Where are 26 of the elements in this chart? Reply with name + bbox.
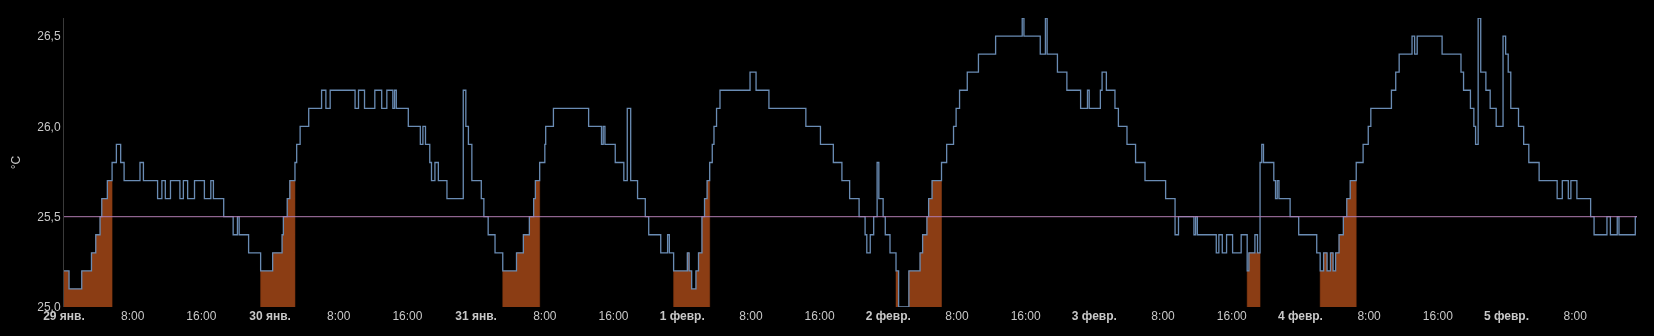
x-tick-label: 16:00 bbox=[1422, 309, 1454, 323]
x-tick-label: 8:00 bbox=[739, 309, 763, 323]
x-tick-label: 4 февр. bbox=[1277, 309, 1323, 323]
y-tick-label: 26,0 bbox=[37, 119, 61, 134]
x-tick-label: 1 февр. bbox=[659, 309, 705, 323]
x-tick-label: 16:00 bbox=[1010, 309, 1041, 323]
x-tick-label: 16:00 bbox=[598, 309, 629, 323]
y-tick-label: 26,5 bbox=[37, 29, 61, 44]
x-tick-label: 16:00 bbox=[392, 309, 423, 323]
x-tick-label: 2 февр. bbox=[865, 309, 911, 323]
x-tick-label: 8:00 bbox=[1563, 309, 1588, 323]
x-tick-label: 8:00 bbox=[1357, 309, 1382, 323]
x-tick-label: 8:00 bbox=[327, 309, 351, 323]
x-tick-label: 30 янв. bbox=[249, 309, 291, 323]
y-axis-title: °C bbox=[8, 155, 23, 170]
x-tick-label: 16:00 bbox=[186, 309, 217, 323]
x-tick-label: 16:00 bbox=[804, 309, 835, 323]
x-tick-label: 8:00 bbox=[945, 309, 969, 323]
x-tick-label: 31 янв. bbox=[455, 309, 497, 323]
x-tick-label: 16:00 bbox=[1216, 309, 1248, 323]
x-tick-label: 8:00 bbox=[121, 309, 145, 323]
x-tick-label: 3 февр. bbox=[1071, 309, 1117, 323]
x-tick-label: 8:00 bbox=[533, 309, 557, 323]
y-tick-label: 25,5 bbox=[37, 209, 61, 224]
x-tick-label: 8:00 bbox=[1151, 309, 1176, 323]
x-tick-label: 5 февр. bbox=[1483, 309, 1530, 323]
